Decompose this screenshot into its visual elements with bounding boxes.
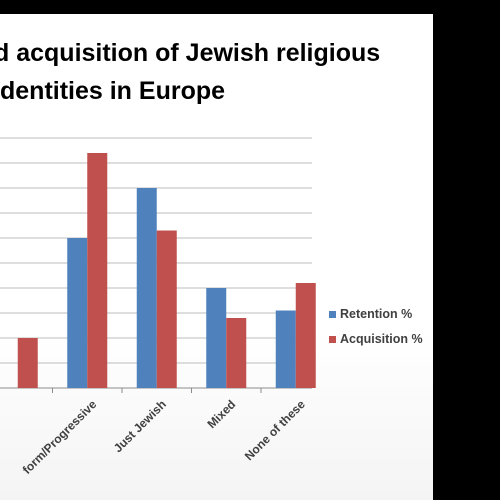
title-line-1: d acquisition of Jewish religious bbox=[0, 39, 381, 67]
legend-label-acquisition: Acquisition % bbox=[340, 332, 423, 346]
bar-retention bbox=[136, 188, 157, 388]
bar-acquisition bbox=[17, 338, 38, 388]
bar-acquisition bbox=[156, 230, 177, 388]
legend-swatch-retention bbox=[329, 311, 336, 318]
legend-swatch-acquisition bbox=[329, 336, 336, 343]
slide: d acquisition of Jewish religious dentit… bbox=[0, 14, 433, 500]
x-tick-label: None of these bbox=[242, 397, 308, 463]
bar-acquisition bbox=[87, 153, 108, 388]
legend-label-retention: Retention % bbox=[340, 307, 413, 321]
bar-retention bbox=[67, 238, 88, 388]
x-tick-label: form/Progressive bbox=[20, 397, 100, 477]
slide-title: d acquisition of Jewish religious dentit… bbox=[0, 34, 433, 110]
x-tick-label: Just Jewish bbox=[111, 397, 169, 455]
bar-acquisition bbox=[295, 283, 316, 388]
title-line-2: dentities in Europe bbox=[0, 77, 226, 105]
bar-acquisition bbox=[226, 318, 247, 388]
x-tick-label: Mixed bbox=[204, 397, 238, 431]
bar-retention bbox=[275, 310, 296, 388]
bar-retention bbox=[206, 288, 227, 388]
bar-chart: form/Progressive Just Jewish Mixed None of … bbox=[0, 137, 316, 477]
